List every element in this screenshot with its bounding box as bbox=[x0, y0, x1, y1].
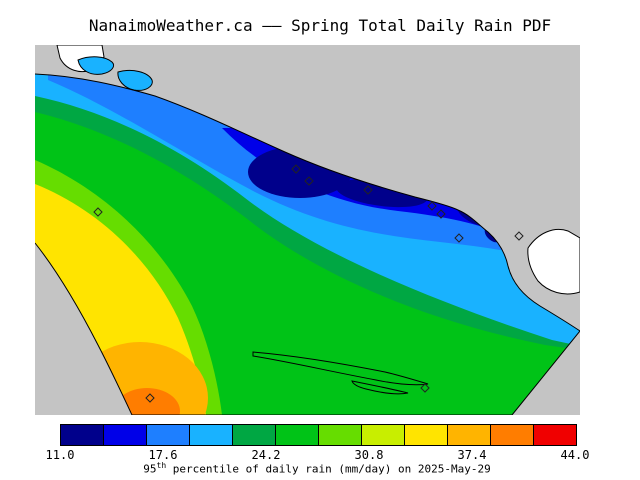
colorbar-segment bbox=[190, 425, 233, 445]
lake bbox=[77, 56, 115, 75]
station-diamond-marker bbox=[436, 209, 446, 219]
caption-number: 95 bbox=[143, 462, 157, 476]
caption-text: percentile of daily rain (mm/day) on 202… bbox=[166, 462, 491, 476]
station-markers bbox=[93, 164, 524, 403]
island-outlines bbox=[252, 351, 429, 395]
colorbar-tick: 17.6 bbox=[148, 448, 178, 462]
station-diamond-marker bbox=[454, 233, 464, 243]
station-diamond-marker bbox=[93, 207, 103, 217]
colorbar-segment bbox=[319, 425, 362, 445]
colorbar-tick: 44.0 bbox=[560, 448, 590, 462]
colorbar-tick: 37.4 bbox=[457, 448, 487, 462]
station-diamond-marker bbox=[514, 231, 524, 241]
station-diamond-marker bbox=[304, 176, 314, 186]
lake bbox=[117, 69, 153, 91]
rain-contour-map bbox=[35, 45, 580, 415]
colorbar-segment bbox=[233, 425, 276, 445]
colorbar-tick: 11.0 bbox=[45, 448, 75, 462]
colorbar bbox=[60, 424, 577, 446]
station-diamond-marker bbox=[427, 201, 437, 211]
contour-core-deep-orange bbox=[114, 388, 180, 415]
station-diamond-marker bbox=[420, 383, 430, 393]
colorbar-tick: 24.2 bbox=[251, 448, 281, 462]
colorbar-caption: 95th percentile of daily rain (mm/day) o… bbox=[143, 461, 490, 476]
colorbar-segment bbox=[147, 425, 190, 445]
page-title: NanaimoWeather.ca —— Spring Total Daily … bbox=[88, 16, 552, 35]
colorbar-tick: 30.8 bbox=[354, 448, 384, 462]
colorbar-segment bbox=[491, 425, 534, 445]
colorbar-segment bbox=[276, 425, 319, 445]
colorbar-segment bbox=[61, 425, 104, 445]
station-diamond-marker bbox=[291, 164, 301, 174]
colorbar-segment bbox=[534, 425, 576, 445]
colorbar-segment bbox=[362, 425, 405, 445]
colorbar-segment bbox=[405, 425, 448, 445]
station-diamond-marker bbox=[145, 393, 155, 403]
colorbar-segment bbox=[448, 425, 491, 445]
colorbar-segment bbox=[104, 425, 147, 445]
sound-white bbox=[527, 228, 580, 295]
station-diamond-marker bbox=[363, 185, 373, 195]
coastline bbox=[35, 73, 580, 415]
caption-ordinal: th bbox=[156, 461, 167, 470]
